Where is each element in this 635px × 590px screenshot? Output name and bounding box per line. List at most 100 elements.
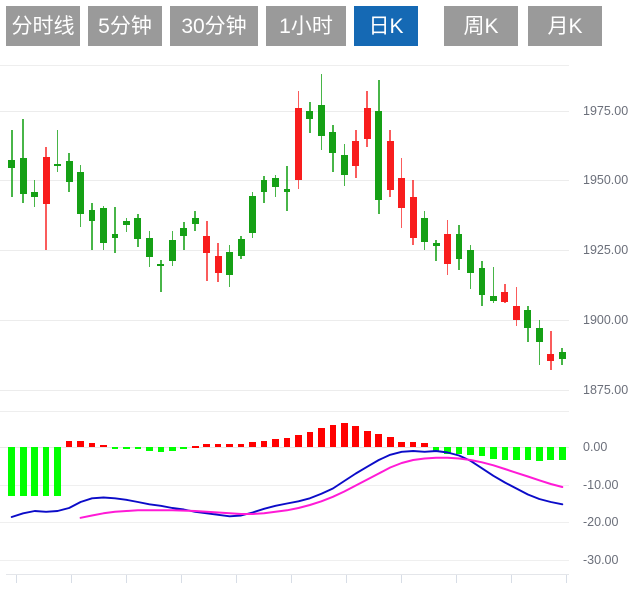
candle-wick [492, 267, 495, 304]
macd-panel-top-border [0, 411, 569, 412]
macd-histogram-bar [157, 447, 165, 452]
macd-indicator-panel[interactable] [0, 411, 575, 571]
macd-histogram-bar [134, 447, 142, 450]
candle-body [180, 227, 188, 237]
candle-body [340, 155, 348, 175]
candle-body [558, 352, 566, 360]
price-axis-label: 1975.00 [583, 103, 629, 118]
macd-histogram-bar [318, 427, 325, 448]
macd-histogram-bar [558, 447, 566, 460]
candle-body [168, 240, 176, 262]
x-axis-tick [291, 575, 292, 583]
x-axis-tick [16, 575, 17, 583]
candle-body [283, 188, 291, 192]
price-axis-label: 1875.00 [583, 382, 629, 397]
tab-2[interactable]: 30分钟 [170, 6, 258, 46]
candle-wick [435, 240, 437, 262]
candle-wick [160, 260, 162, 293]
candle-body [42, 156, 50, 205]
candle-body [145, 237, 153, 258]
macd-gridline [0, 560, 569, 561]
candle-body [329, 131, 337, 153]
macd-histogram-bar [295, 434, 302, 448]
tab-1[interactable]: 5分钟 [88, 6, 162, 46]
tab-label: 月K [547, 14, 583, 38]
tab-label: 30分钟 [181, 14, 247, 38]
price-gridline [0, 390, 569, 391]
macd-histogram-bar [478, 447, 486, 457]
macd-histogram-bar [237, 443, 245, 448]
macd-histogram-bar [191, 445, 199, 448]
candle-body [352, 141, 360, 167]
candle-body [203, 236, 211, 254]
candle-wick [56, 130, 59, 173]
macd-histogram-bar [513, 447, 520, 460]
tab-5[interactable]: 周K [444, 6, 518, 46]
price-gridline [0, 111, 569, 112]
x-axis-tick [511, 575, 512, 583]
candle-body [421, 218, 429, 242]
candle-body [317, 105, 325, 136]
tab-3[interactable]: 1小时 [266, 6, 346, 46]
tab-6[interactable]: 月K [528, 6, 602, 46]
price-axis-label: 1900.00 [583, 313, 629, 328]
x-axis-tick [401, 575, 402, 583]
candle-wick [515, 286, 518, 326]
macd-histogram-bar [249, 442, 256, 448]
candle-body [501, 292, 509, 302]
tab-0[interactable]: 分时线 [6, 6, 80, 46]
candle-body [122, 220, 130, 226]
macd-histogram-bar [409, 442, 417, 448]
macd-histogram-bar [272, 438, 279, 448]
macd-histogram-bar [329, 425, 337, 448]
macd-histogram-bar [214, 443, 222, 448]
candle-wick [125, 218, 128, 233]
macd-histogram-bar [467, 447, 474, 455]
tab-label: 周K [463, 14, 499, 38]
macd-histogram-bar [375, 433, 383, 448]
candle-body [444, 233, 451, 265]
candle-body [260, 180, 268, 192]
candle-body [237, 239, 245, 256]
price-panel-top-border [0, 65, 569, 66]
macd-lines [10, 450, 564, 519]
candle-body [77, 172, 84, 214]
x-axis-tick [346, 575, 347, 583]
candle-body [490, 296, 497, 301]
macd-histogram-bar [490, 447, 497, 460]
macd-axis-label: -30.00 [583, 552, 619, 567]
macd-histogram-bar [386, 436, 394, 448]
candle-body [111, 233, 119, 238]
macd-histogram-bar [283, 437, 291, 448]
candle-body [31, 191, 39, 198]
price-gridline [0, 180, 569, 181]
macd-histogram-bar [341, 423, 348, 448]
candle-body [295, 107, 302, 181]
x-axis-baseline [6, 574, 569, 575]
macd-histogram-bar [306, 431, 314, 448]
candle-body [54, 163, 62, 167]
price-candlestick-panel[interactable] [0, 52, 575, 415]
macd-axis-label: 0.00 [583, 440, 608, 455]
candle-body [214, 255, 222, 273]
candle-body [467, 250, 474, 273]
macd-histogram-bar [65, 440, 73, 448]
candle-body [535, 328, 543, 343]
candle-body [88, 209, 96, 221]
tab-label: 1小时 [279, 14, 333, 38]
candle-body [191, 218, 199, 224]
price-axis-label: 1950.00 [583, 173, 629, 188]
x-axis-tick [126, 575, 127, 583]
candle-wick [114, 206, 116, 254]
macd-gridline [0, 447, 569, 448]
macd-axis-label: -10.00 [583, 477, 619, 492]
candle-body [512, 306, 520, 321]
candle-body [8, 159, 16, 168]
period-tab-bar: 分时线 5分钟 30分钟 1小时 日K 周K 月K [0, 0, 635, 52]
macd-gridline [0, 485, 569, 486]
candle-body [249, 195, 257, 234]
macd-gridline [0, 522, 569, 523]
macd-histogram-bar [363, 430, 371, 448]
tab-4[interactable]: 日K [354, 6, 418, 46]
